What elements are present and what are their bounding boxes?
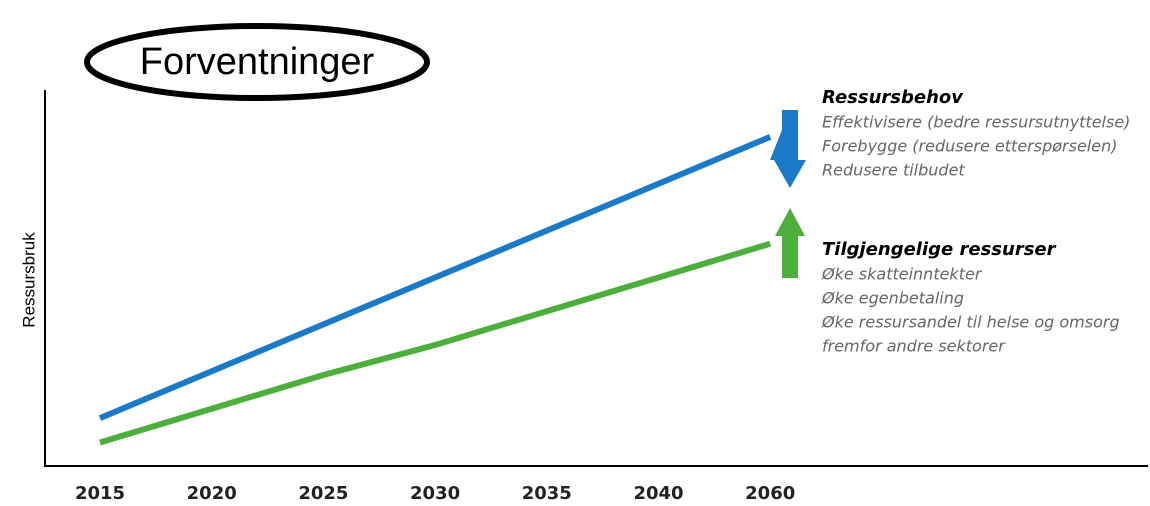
series-line	[99, 240, 772, 446]
x-tick-label: 2040	[633, 483, 683, 504]
x-tick-label: 2035	[522, 483, 572, 504]
y-axis-label: Ressursbruk	[19, 232, 38, 328]
x-tick-label: 2020	[187, 483, 237, 504]
annotation-heading: Ressursbehov	[822, 87, 964, 108]
series-line	[98, 134, 772, 421]
chart-title: Forventninger	[140, 41, 375, 83]
x-tick-label: 2025	[298, 483, 348, 504]
x-tick-label: 2015	[75, 483, 125, 504]
x-tick-label: 2060	[745, 483, 795, 504]
up-arrow	[775, 208, 805, 278]
annotation-line: Øke skatteinntekter	[821, 265, 983, 284]
annotation-line: Forebygge (redusere etterspørselen)	[822, 137, 1117, 156]
down-arrow-body	[774, 110, 806, 188]
annotation-line: Øke ressursandel til helse og omsorg	[821, 313, 1120, 332]
annotation-line: Øke egenbetaling	[821, 289, 964, 308]
title-ellipse	[84, 23, 430, 101]
annotation-line: Effektivisere (bedre ressursutnyttelse)	[822, 113, 1130, 132]
annotation-line: fremfor andre sektorer	[822, 337, 1006, 356]
annotation-heading: Tilgjengelige ressurser	[822, 239, 1057, 260]
x-tick-label: 2030	[410, 483, 460, 504]
annotation-line: Redusere tilbudet	[822, 161, 965, 180]
